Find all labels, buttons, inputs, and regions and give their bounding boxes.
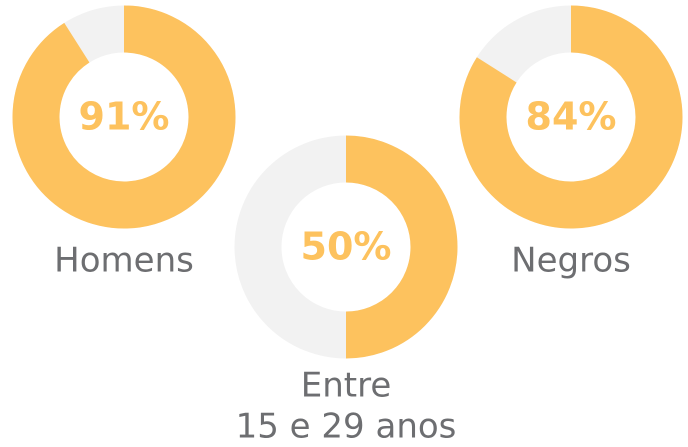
donut-label: Negros xyxy=(511,241,631,281)
donut-arc xyxy=(459,5,683,229)
value-label: 84% xyxy=(526,95,617,139)
value-label: 91% xyxy=(79,95,170,139)
donut-label: Entre xyxy=(301,366,392,406)
donut-arc xyxy=(345,135,458,359)
donut-arc xyxy=(12,5,236,229)
donut-label: 15 e 29 anos xyxy=(236,407,457,447)
value-label: 50% xyxy=(301,225,392,269)
donut-label: Homens xyxy=(54,241,194,281)
